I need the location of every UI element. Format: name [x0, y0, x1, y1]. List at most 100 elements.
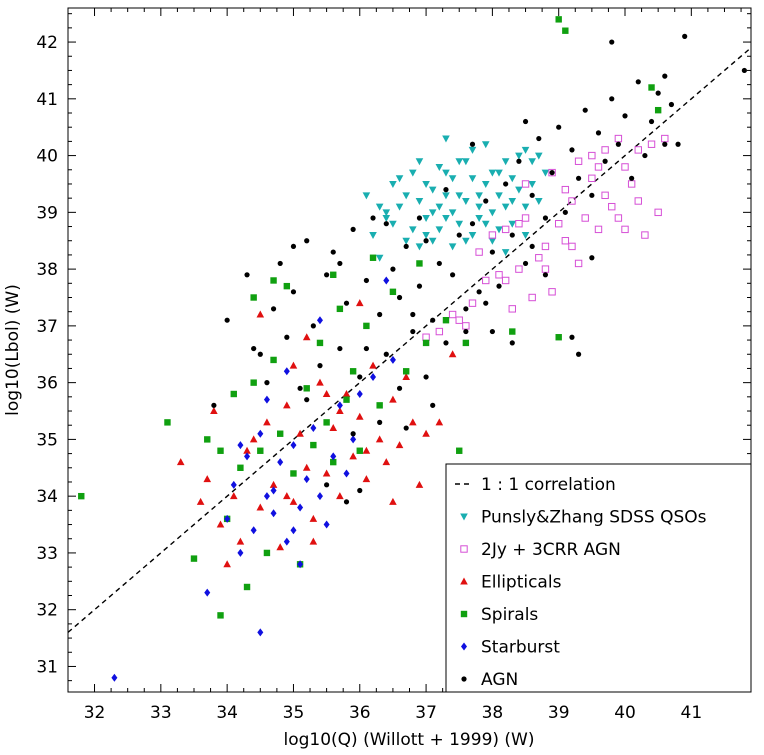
data-point: [363, 322, 370, 330]
data-point: [629, 175, 635, 181]
data-point: [416, 260, 423, 267]
legend-item: 2Jy + 3CRR AGN: [460, 540, 621, 560]
legend-item: Ellipticals: [460, 573, 562, 593]
data-point: [389, 497, 397, 505]
legend-marker-symbol: [461, 642, 467, 651]
data-point: [217, 447, 224, 454]
data-point: [277, 260, 283, 267]
data-point: [428, 186, 437, 194]
data-point: [508, 220, 517, 228]
data-point: [403, 243, 409, 250]
data-point: [522, 260, 529, 267]
legend-item: Punsly&Zhang SDSS QSOs: [460, 508, 707, 528]
data-point: [369, 232, 377, 240]
data-point: [521, 146, 530, 154]
data-point: [330, 452, 337, 461]
data-point: [210, 407, 218, 415]
data-point: [654, 208, 662, 217]
data-point: [529, 192, 535, 198]
data-point: [382, 458, 391, 466]
data-point: [495, 192, 503, 200]
data-point: [204, 436, 211, 443]
data-point: [469, 221, 476, 227]
data-point: [369, 361, 377, 369]
data-point: [276, 543, 284, 551]
data-point: [383, 276, 390, 285]
legend-label: Spirals: [481, 605, 538, 625]
data-point: [263, 492, 270, 501]
data-point: [111, 673, 118, 682]
data-point: [488, 231, 497, 239]
legend-item: Spirals: [460, 605, 538, 625]
data-point: [329, 424, 338, 432]
data-point: [442, 316, 450, 324]
x-tick-label: 38: [482, 703, 504, 723]
data-point: [243, 446, 251, 454]
data-point: [422, 180, 430, 188]
data-point: [648, 84, 655, 91]
data-point: [336, 492, 344, 500]
data-point: [355, 299, 364, 307]
data-point: [224, 317, 230, 323]
data-point: [501, 249, 510, 257]
data-point: [456, 447, 463, 454]
data-point: [428, 209, 437, 217]
data-point: [316, 378, 324, 386]
data-point: [561, 237, 570, 245]
data-point: [634, 146, 642, 154]
legend-label: 1 : 1 correlation: [481, 475, 616, 495]
data-point: [382, 209, 391, 217]
data-point: [622, 113, 628, 119]
data-point: [468, 299, 477, 307]
x-tick-label: 37: [415, 703, 437, 723]
y-axis-label: log10(Lbol) (W): [3, 284, 23, 416]
data-point: [476, 289, 482, 295]
y-tick-label: 39: [36, 203, 58, 223]
data-point: [383, 221, 389, 227]
data-point: [435, 163, 444, 171]
data-point: [655, 90, 661, 96]
data-point: [668, 101, 675, 108]
data-point: [648, 118, 655, 125]
data-point: [435, 203, 444, 211]
y-tick-label: 31: [36, 657, 58, 677]
data-point: [462, 237, 470, 245]
data-point: [501, 203, 510, 211]
data-point: [377, 311, 383, 318]
data-point: [575, 351, 582, 357]
data-point: [448, 175, 457, 183]
data-point: [316, 316, 323, 325]
data-point: [369, 254, 377, 261]
data-point: [389, 288, 397, 296]
data-point: [574, 259, 583, 268]
data-point: [555, 334, 562, 341]
data-point: [316, 339, 324, 347]
data-point: [343, 469, 350, 478]
data-point: [496, 283, 502, 289]
data-point: [508, 305, 516, 313]
data-point: [521, 232, 530, 240]
data-point: [316, 492, 323, 501]
data-point: [422, 232, 430, 240]
data-point: [270, 356, 277, 364]
data-point: [297, 385, 303, 391]
data-point: [296, 429, 304, 437]
y-tick-label: 37: [36, 317, 58, 337]
data-point: [276, 430, 284, 437]
data-point: [536, 135, 542, 142]
data-point: [468, 175, 477, 183]
data-point: [330, 249, 336, 255]
data-point: [556, 124, 562, 130]
data-point: [284, 334, 290, 340]
data-point: [535, 254, 543, 262]
legend-label: Punsly&Zhang SDSS QSOs: [481, 508, 707, 528]
data-point: [263, 549, 271, 557]
data-point: [442, 192, 450, 200]
data-point: [448, 350, 457, 358]
data-point: [370, 215, 376, 221]
data-point: [410, 328, 416, 335]
y-tick-label: 38: [36, 260, 58, 280]
data-point: [237, 441, 244, 450]
data-point: [515, 220, 523, 228]
